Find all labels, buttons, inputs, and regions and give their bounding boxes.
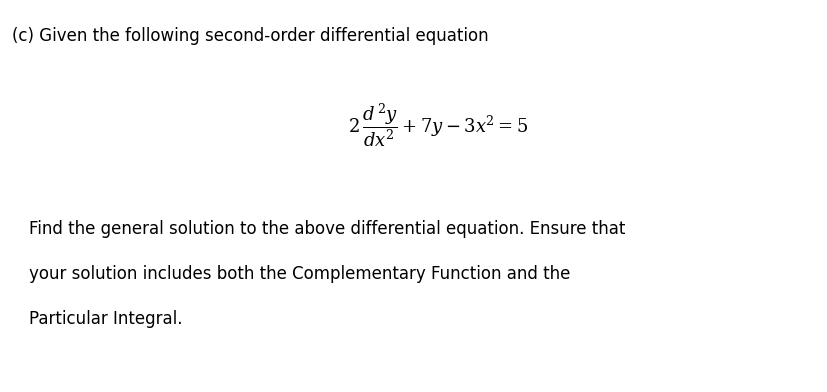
Text: your solution includes both the Complementary Function and the: your solution includes both the Compleme… [29, 265, 570, 283]
Text: Particular Integral.: Particular Integral. [29, 310, 182, 328]
Text: $2\,\dfrac{d^{\,2}y}{dx^2}+7y-3x^2=5$: $2\,\dfrac{d^{\,2}y}{dx^2}+7y-3x^2=5$ [347, 102, 528, 149]
Text: Find the general solution to the above differential equation. Ensure that: Find the general solution to the above d… [29, 220, 624, 238]
Text: (c) Given the following second-order differential equation: (c) Given the following second-order dif… [12, 27, 489, 45]
